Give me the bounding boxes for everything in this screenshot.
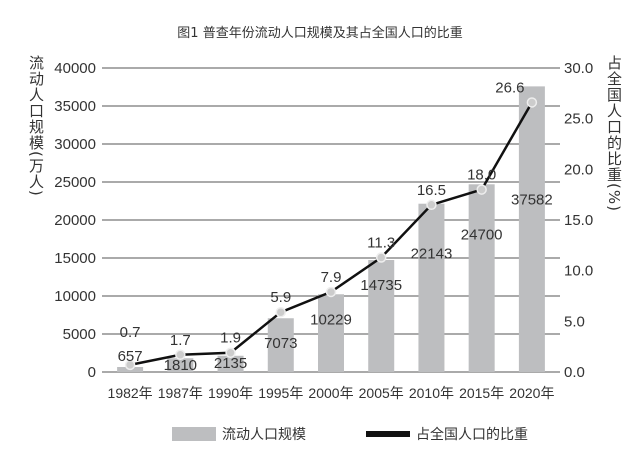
bar-data-label: 10229 bbox=[310, 311, 352, 328]
bar bbox=[217, 355, 244, 372]
y2-tick-label: 0.0 bbox=[564, 364, 585, 381]
bar bbox=[318, 294, 344, 372]
line-data-label: 5.9 bbox=[270, 289, 291, 306]
y2-tick-label: 30.0 bbox=[564, 60, 593, 77]
legend-swatch-line bbox=[366, 431, 410, 437]
line-data-label: 18.0 bbox=[467, 167, 496, 184]
bar bbox=[368, 260, 395, 372]
bar-data-label: 24700 bbox=[461, 226, 503, 243]
bar-data-label: 37582 bbox=[511, 191, 553, 208]
x-tick-label: 1995年 bbox=[258, 385, 303, 401]
line-point bbox=[426, 199, 437, 211]
line-point bbox=[175, 349, 186, 361]
y-tick-label: 5000 bbox=[63, 326, 96, 343]
line-point bbox=[526, 97, 538, 108]
bar bbox=[267, 318, 294, 372]
line-data-label: 1.9 bbox=[220, 330, 241, 347]
x-tick-label: 2020年 bbox=[509, 385, 554, 401]
legend-swatch-bar bbox=[172, 427, 216, 441]
x-tick-label: 1987年 bbox=[158, 385, 203, 401]
legend-label-line: 占全国人口的比重 bbox=[416, 427, 528, 443]
legend-item-bar: 流动人口规模 bbox=[172, 424, 306, 444]
y-axis-label-left: 流动人口规模(万人) bbox=[27, 55, 45, 197]
line-data-label: 0.7 bbox=[120, 324, 141, 341]
line-data-label: 7.9 bbox=[321, 269, 342, 286]
bar-data-label: 7073 bbox=[264, 335, 297, 352]
line-data-label: 1.7 bbox=[170, 332, 191, 349]
y-tick-label: 0 bbox=[88, 364, 96, 381]
x-tick-label: 2000年 bbox=[308, 385, 353, 401]
y2-tick-label: 5.0 bbox=[564, 313, 585, 330]
bar bbox=[167, 358, 194, 372]
y-tick-label: 15000 bbox=[54, 250, 96, 267]
line-data-label: 16.5 bbox=[417, 182, 446, 199]
line-point bbox=[275, 306, 287, 318]
legend-label-bar: 流动人口规模 bbox=[222, 427, 306, 443]
x-tick-label: 2015年 bbox=[459, 385, 504, 401]
line-data-label: 26.6 bbox=[495, 79, 524, 96]
line-data-label: 11.3 bbox=[367, 234, 395, 251]
y-tick-label: 20000 bbox=[54, 212, 96, 229]
y-axis-label-right: 占全国人口的比重(%) bbox=[605, 55, 623, 212]
y-tick-label: 40000 bbox=[54, 60, 96, 77]
bar-data-label: 657 bbox=[118, 348, 143, 365]
legend-item-line: 占全国人口的比重 bbox=[366, 424, 528, 444]
bar bbox=[418, 203, 445, 372]
x-tick-label: 2005年 bbox=[359, 385, 404, 401]
y-tick-label: 10000 bbox=[54, 288, 96, 305]
x-tick-label: 1990年 bbox=[208, 385, 253, 401]
y-tick-label: 25000 bbox=[54, 174, 96, 191]
x-tick-label: 1982年 bbox=[108, 385, 153, 401]
chart-title: 图1 普查年份流动人口规模及其占全国人口的比重 bbox=[177, 26, 463, 41]
y2-tick-label: 10.0 bbox=[564, 263, 593, 280]
bar bbox=[518, 86, 545, 372]
bar-data-label: 14735 bbox=[360, 277, 402, 294]
y2-tick-label: 20.0 bbox=[564, 161, 593, 178]
y2-tick-label: 25.0 bbox=[564, 111, 593, 128]
y2-tick-label: 15.0 bbox=[564, 212, 593, 229]
x-tick-label: 2010年 bbox=[409, 385, 454, 401]
bar-data-label: 22143 bbox=[411, 246, 453, 263]
bar bbox=[468, 184, 495, 372]
bar-data-label: 2135 bbox=[214, 355, 247, 372]
line-point bbox=[225, 347, 236, 358]
line-point bbox=[325, 286, 337, 298]
bar-data-label: 1810 bbox=[164, 357, 197, 374]
line-point bbox=[124, 359, 136, 371]
y-tick-label: 30000 bbox=[54, 136, 96, 153]
line-point bbox=[375, 252, 387, 263]
y-tick-label: 35000 bbox=[54, 98, 96, 115]
line-point bbox=[476, 184, 487, 195]
